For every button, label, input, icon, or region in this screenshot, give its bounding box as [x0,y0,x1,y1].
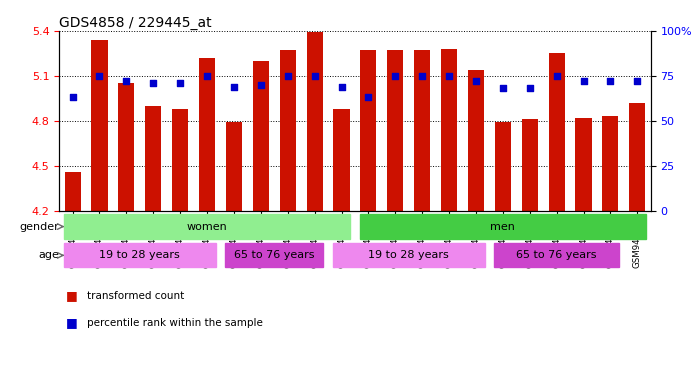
Bar [441,49,457,211]
Point [524,85,535,91]
Point [309,73,320,79]
Point [498,85,509,91]
Point [578,78,589,84]
Bar [333,243,484,268]
Text: women: women [187,222,228,232]
Bar [576,118,592,211]
Point [605,78,616,84]
Text: ■: ■ [66,316,78,329]
Point [67,94,78,101]
Text: 19 to 28 years: 19 to 28 years [368,250,449,260]
Text: ■: ■ [66,289,78,302]
Bar [629,103,645,211]
Bar [361,50,377,211]
Bar [145,106,161,211]
Point [336,84,347,90]
Bar [333,109,349,211]
Bar [65,172,81,211]
Bar [118,83,134,211]
Point [202,73,213,79]
Text: 65 to 76 years: 65 to 76 years [516,250,597,260]
Point [417,73,428,79]
Text: 65 to 76 years: 65 to 76 years [234,250,315,260]
Text: transformed count: transformed count [87,291,184,301]
Text: GDS4858 / 229445_at: GDS4858 / 229445_at [59,16,212,30]
Bar [495,122,511,211]
Bar [280,50,296,211]
Point [282,73,293,79]
Point [148,80,159,86]
Point [121,78,132,84]
Bar [226,122,242,211]
Bar [468,70,484,211]
Point [443,73,454,79]
Text: gender: gender [19,222,59,232]
Point [94,73,105,79]
Bar [387,50,404,211]
Point [175,80,186,86]
Bar [306,32,323,211]
Text: 19 to 28 years: 19 to 28 years [100,250,180,260]
Bar [414,50,430,211]
Bar [548,53,564,211]
Point [363,94,374,101]
Bar [199,58,215,211]
Text: men: men [491,222,515,232]
Bar [226,243,323,268]
Bar [64,243,216,268]
Bar [91,40,108,211]
Point [632,78,643,84]
Bar [253,61,269,211]
Point [470,78,482,84]
Bar [494,243,619,268]
Point [228,84,239,90]
Text: age: age [38,250,59,260]
Point [255,82,267,88]
Point [551,73,562,79]
Text: percentile rank within the sample: percentile rank within the sample [87,318,263,328]
Bar [64,214,350,239]
Bar [360,214,646,239]
Bar [602,116,619,211]
Bar [522,119,538,211]
Bar [172,109,188,211]
Point [390,73,401,79]
